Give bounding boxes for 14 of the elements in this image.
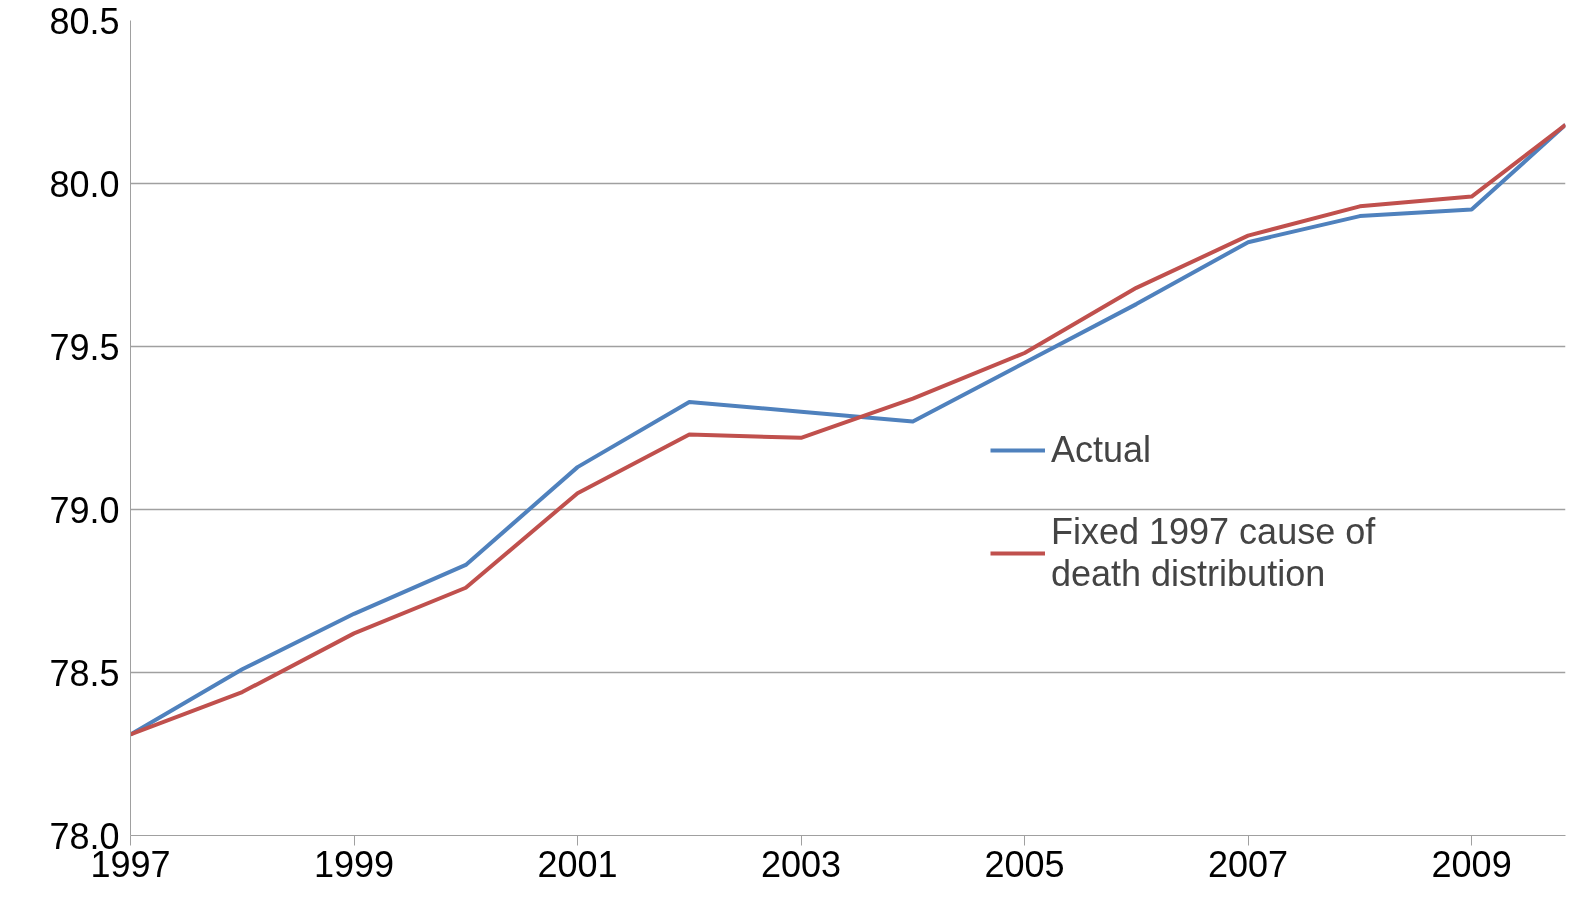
y-tick-label: 79.5 — [49, 326, 120, 368]
y-tick-label: 79.0 — [49, 489, 120, 531]
x-tick-label: 2005 — [984, 843, 1065, 885]
x-tick-label: 2009 — [1431, 843, 1512, 885]
x-tick-label: 2007 — [1208, 843, 1289, 885]
legend-label: Actual — [1051, 429, 1152, 471]
x-tick-label: 1999 — [313, 843, 395, 885]
y-tick-label: 78.5 — [49, 652, 120, 694]
legend-label: Fixed 1997 cause of death distribution — [1051, 511, 1376, 595]
line-series — [130, 122, 1566, 737]
y-tick-label: 80.5 — [49, 0, 120, 42]
x-tick-label: 2003 — [761, 843, 842, 885]
x-tick-label: 2001 — [537, 843, 618, 885]
y-tick-label: 80.0 — [49, 163, 120, 205]
